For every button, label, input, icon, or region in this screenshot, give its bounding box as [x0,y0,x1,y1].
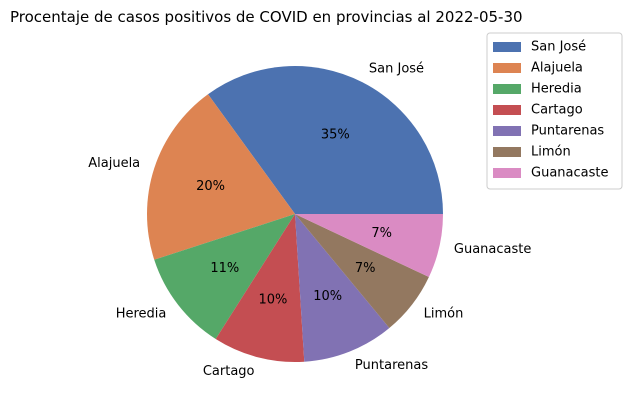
percent-label-san-jose: 35% [321,127,350,142]
legend-swatch-guanacaste [493,168,521,178]
legend-swatch-puntarenas [493,126,521,136]
slice-label-guanacaste: Guanacaste [454,242,531,257]
legend-swatch-cartago [493,105,521,115]
pie-slice-cartago [215,214,305,362]
legend-swatch-alajuela [493,63,521,73]
pie-slice-guanacaste [295,214,443,278]
chart-title: Procentaje de casos positivos de COVID e… [10,8,523,26]
percent-label-limon: 7% [355,261,376,276]
slice-label-alajuela: Alajuela [88,156,140,171]
legend-label-alajuela: Alajuela [531,61,583,76]
percent-label-heredia: 11% [210,261,239,276]
slice-label-limon: Limón [424,306,464,321]
legend: San José Alajuela Heredia Cartago Puntarenas… [486,32,623,190]
legend-swatch-heredia [493,84,521,94]
pie-slice-alajuela [147,94,295,260]
percent-label-guanacaste: 7% [371,226,392,241]
legend-label-puntarenas: Puntarenas [531,124,604,139]
legend-label-heredia: Heredia [531,82,582,97]
pie-slice-limon [295,214,429,329]
slice-label-san-jose: San José [369,61,424,76]
legend-label-limon: Limón [531,145,571,160]
slice-labels: San José Alajuela Heredia Cartago Puntarenas… [88,61,531,379]
legend-swatch-san-jose [493,42,521,52]
legend-label-guanacaste: Guanacaste [531,166,608,181]
slice-label-cartago: Cartago [203,364,255,379]
legend-swatch-limon [493,147,521,157]
percent-label-puntarenas: 10% [313,289,342,304]
pie-slice-san-jose [208,66,443,214]
percent-label-alajuela: 20% [196,179,225,194]
slice-label-heredia: Heredia [116,306,167,321]
pie-slice-puntarenas [295,214,390,362]
slice-label-puntarenas: Puntarenas [355,358,428,373]
pie-slice-heredia [154,214,295,339]
legend-label-san-jose: San José [531,40,586,55]
percent-label-cartago: 10% [258,293,287,308]
legend-label-cartago: Cartago [531,103,583,118]
pie-slices [147,66,443,362]
percent-labels: 35% 20% 11% 10% 10% 7% 7% [196,127,392,307]
